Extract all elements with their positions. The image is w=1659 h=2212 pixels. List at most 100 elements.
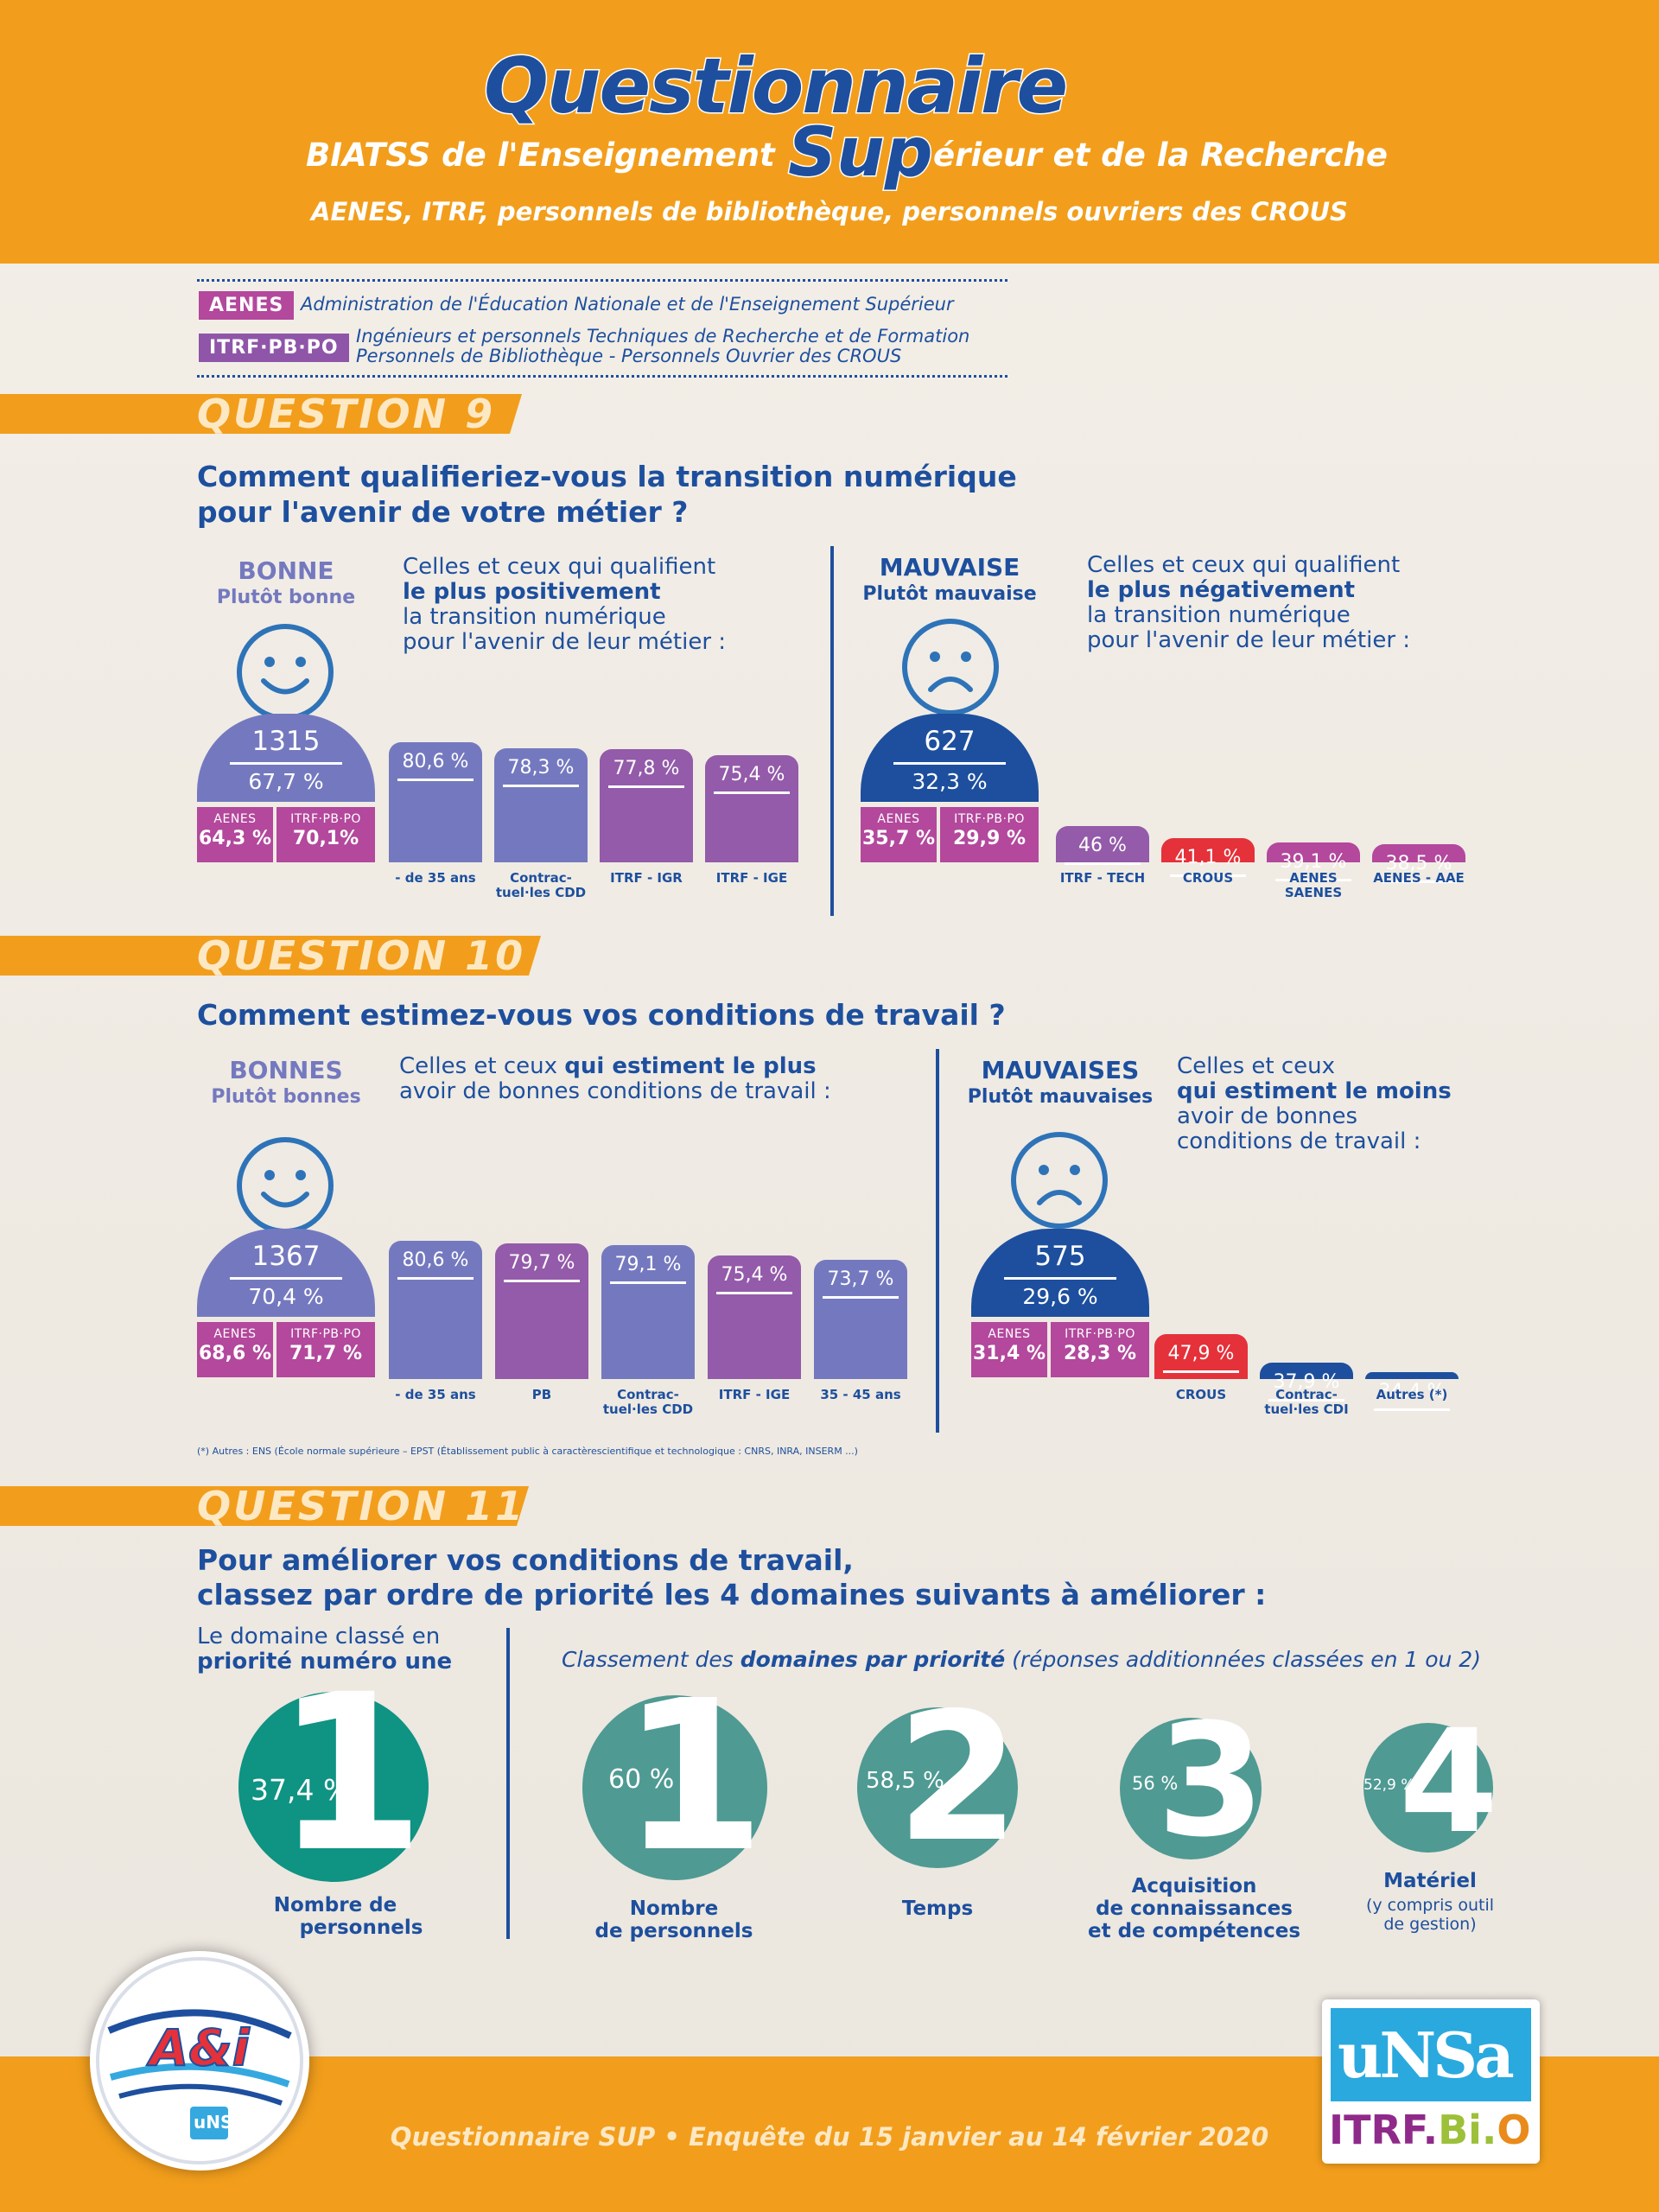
chart-bar-value: 73,7 % (827, 1268, 894, 1290)
chart-category-label: Contrac-tuel·les CDD (602, 1387, 694, 1417)
chart-bar: 39,1 % (1267, 842, 1360, 881)
logo-ai-sub: uNSa (194, 2112, 245, 2133)
q9-good-pct: 67,7 % (248, 769, 324, 794)
chart-category-label: Contrac-tuel·les CDD (495, 870, 587, 900)
chart-bar-separator (503, 785, 579, 787)
footer-text: Questionnaire SUP • Enquête du 15 janvie… (390, 2122, 1269, 2152)
legend-divider-top (197, 279, 1007, 282)
q10-good-body: 1367 70,4 % (197, 1229, 375, 1317)
q10-footnote: (*) Autres : ENS (École normale supérieu… (197, 1446, 858, 1457)
q10-good-count: 1367 (251, 1241, 321, 1272)
q9-bad-label: MAUVAISE (879, 553, 1020, 582)
q9-good-label: BONNE (238, 556, 334, 585)
chart-category-label: 35 - 45 ans (820, 1387, 901, 1402)
q9-bad-pct: 32,3 % (912, 769, 988, 794)
q9-bad-itrf-label: ITRF·PB·PO (954, 812, 1025, 826)
q9-good-sublabel: Plutôt bonne (216, 587, 356, 608)
q10-bad-label: MAUVAISES (981, 1056, 1140, 1084)
q10-bad-desc-l3: avoir de bonnes (1177, 1103, 1358, 1129)
q9-good-itrf-label: ITRF·PB·PO (290, 812, 361, 826)
q9-bad-itrf-value: 29,9 % (953, 828, 1026, 849)
chart-bar-separator (1170, 874, 1246, 877)
chart-bar-separator (1381, 880, 1457, 883)
logo-ai-text: A&i (149, 2018, 250, 2078)
q11-rank-label-3-l3: et de compétences (1087, 1920, 1301, 1942)
q11-rank-pct-2: 58,5 % (866, 1768, 944, 1794)
chart-bar-value: 77,8 % (613, 758, 680, 779)
header-subtitle2: AENES, ITRF, personnels de bibliothèque,… (311, 197, 1348, 226)
q10-bad-sublabel: Plutôt mauvaises (967, 1086, 1154, 1108)
legend-tag-itrf: ITRF·PB·PO (199, 334, 349, 362)
q10-bad-desc: Celles et ceux qui estiment le moins avo… (1177, 1054, 1452, 1154)
q9-good-aenes-box: AENES 64,3 % (197, 807, 273, 862)
q9-good-desc-l4: pour l'avenir de leur métier : (403, 629, 727, 655)
chart-category-label: ITRF - IGE (718, 1387, 791, 1402)
chart-bar-separator (716, 1292, 792, 1294)
q11-rank-label-1: Nombre de personnels (572, 1897, 776, 1942)
chart-bar-value: 75,4 % (721, 1264, 788, 1286)
q11-title-line2: classez par ordre de priorité les 4 doma… (197, 1578, 1267, 1611)
q9-divider (830, 546, 834, 916)
chart-bar-separator (714, 791, 790, 794)
header-subtitle-left: BIATSS de l'Enseignement (306, 137, 775, 174)
q10-good-pct: 70,4 % (248, 1284, 324, 1309)
q11-rank-label-1-l2: de personnels (594, 1920, 753, 1942)
q9-title-line1: Comment qualifieriez-vous la transition … (197, 460, 1017, 493)
q9-good-chart: 80,6 % - de 35 ans 78,3 % Contrac-tuel·les … (389, 657, 804, 916)
legend-tag-aenes: AENES (199, 291, 295, 320)
chart-bar: 79,1 % (601, 1245, 695, 1379)
q10-bad-separator (1004, 1277, 1116, 1280)
logo-unsa-itrf: uNSa ITRF.Bi.O (1322, 1999, 1540, 2164)
q9-bad-desc-l1: Celles et ceux qui qualifient (1087, 552, 1401, 578)
q10-good-itrf-value: 71,7 % (289, 1343, 362, 1364)
q11-title-line1: Pour améliorer vos conditions de travail… (197, 1543, 854, 1577)
q9-bad-aenes-label: AENES (877, 812, 920, 826)
q10-bad-itrf-value: 28,3 % (1064, 1343, 1136, 1364)
q11-rank-digit-4: 4 (1399, 1699, 1498, 1865)
q11-rank-digit-3: 3 (1156, 1691, 1265, 1872)
q10-bad-aenes-label: AENES (988, 1327, 1031, 1341)
chart-bar-value: 47,9 % (1167, 1343, 1235, 1364)
chart-category-label: ITRF - IGE (715, 870, 788, 886)
q10-good-itrf-box: ITRF·PB·PO 71,7 % (276, 1322, 375, 1377)
q11-ranking-suffix: (réponses additionnées classées en 1 ou … (1005, 1647, 1481, 1672)
logo-unsa-text: uNSa (1338, 2018, 1515, 2092)
chart-bar-value: 79,7 % (508, 1252, 575, 1274)
logo-ai-unsa: A&i uNSa (90, 1951, 309, 2171)
q11-rank-circle-2: 2 58,5 % (857, 1690, 1020, 1868)
q10-good-chart: 80,6 % - de 35 ans 79,7 % PB 79,1 % Contrac-t… (389, 1132, 907, 1443)
q10-bad-desc-l1: Celles et ceux (1177, 1053, 1336, 1079)
q11-top-label: Nombre de personnels (240, 1894, 430, 1939)
q11-ranking-bold: domaines par priorité (740, 1647, 1006, 1672)
q11-banner-text: QUESTION 11 (197, 1483, 526, 1529)
q11-top-label-l2: personnels (299, 1916, 423, 1939)
q11-rank-label-4-l3: (y compris outil (1365, 1896, 1495, 1915)
chart-bar: 80,6 % (389, 742, 482, 862)
chart-bar-value: 38,5 % (1385, 853, 1452, 874)
q9-good-aenes-label: AENES (213, 812, 257, 826)
q10-bad-aenes-box: AENES 31,4 % (971, 1322, 1047, 1377)
q11-ranking-caption: Classement des domaines par priorité (ré… (562, 1647, 1481, 1672)
chart-category-label: PB (531, 1387, 552, 1402)
q11-divider (506, 1628, 510, 1939)
q9-bad-desc: Celles et ceux qui qualifient le plus né… (1087, 553, 1410, 653)
chart-bar-value: 80,6 % (402, 751, 469, 772)
q11-rank-circle-3: 3 56 % (1120, 1704, 1265, 1859)
q10-good-desc: Celles et ceux qui estiment le plus avoi… (399, 1054, 831, 1104)
logo-itrf-text: ITRF.Bi.O (1329, 2107, 1530, 2153)
chart-bar-separator (397, 779, 474, 781)
chart-bar-separator (1374, 1408, 1450, 1411)
chart-bar: 73,7 % (814, 1260, 907, 1379)
q10-good-sublabel: Plutôt bonnes (211, 1086, 361, 1108)
q9-title-line2: pour l'avenir de votre métier ? (197, 495, 689, 529)
legend-divider-bottom (197, 375, 1007, 378)
chart-bar-separator (504, 1280, 580, 1282)
q11-top-label-l1: Nombre de (273, 1894, 397, 1916)
logo-unsa-blue-panel (1331, 2008, 1531, 2101)
q11-rank-label-4-l4: de gestion) (1383, 1915, 1477, 1934)
header-subtitle-right: érieur et de la Recherche (933, 137, 1388, 174)
q10-bad-desc-l2: qui estiment le moins (1177, 1078, 1452, 1104)
q11-rank-label-2: Temps (834, 1897, 1041, 1920)
q9-good-itrf-box: ITRF·PB·PO 70,1% (276, 807, 375, 862)
chart-bar: 79,7 % (495, 1243, 588, 1379)
